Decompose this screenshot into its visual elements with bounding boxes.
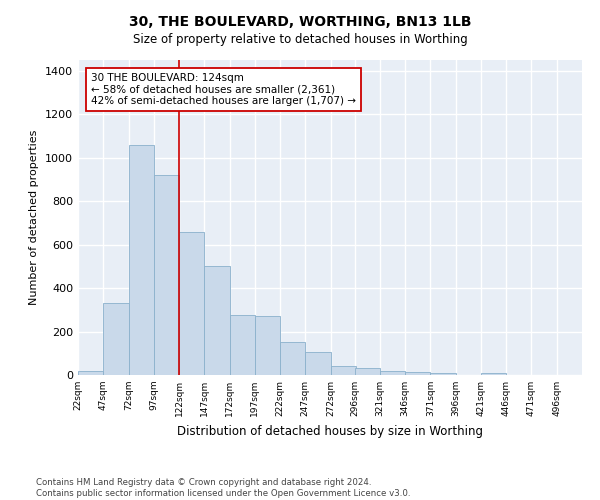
- Text: Size of property relative to detached houses in Worthing: Size of property relative to detached ho…: [133, 32, 467, 46]
- Bar: [305, 352, 331, 375]
- Text: 30 THE BOULEVARD: 124sqm
← 58% of detached houses are smaller (2,361)
42% of sem: 30 THE BOULEVARD: 124sqm ← 58% of detach…: [91, 73, 356, 106]
- Bar: [103, 304, 128, 375]
- Bar: [331, 366, 356, 375]
- Bar: [78, 370, 103, 375]
- Bar: [204, 266, 230, 375]
- Bar: [280, 342, 305, 375]
- Bar: [430, 374, 456, 375]
- Bar: [154, 175, 179, 375]
- Bar: [380, 370, 405, 375]
- Bar: [481, 374, 506, 375]
- Bar: [230, 316, 255, 375]
- X-axis label: Distribution of detached houses by size in Worthing: Distribution of detached houses by size …: [177, 424, 483, 438]
- Bar: [405, 372, 430, 375]
- Bar: [255, 316, 280, 375]
- Text: Contains HM Land Registry data © Crown copyright and database right 2024.
Contai: Contains HM Land Registry data © Crown c…: [36, 478, 410, 498]
- Bar: [179, 232, 204, 375]
- Text: 30, THE BOULEVARD, WORTHING, BN13 1LB: 30, THE BOULEVARD, WORTHING, BN13 1LB: [129, 15, 471, 29]
- Bar: [128, 144, 154, 375]
- Y-axis label: Number of detached properties: Number of detached properties: [29, 130, 40, 305]
- Bar: [355, 368, 380, 375]
